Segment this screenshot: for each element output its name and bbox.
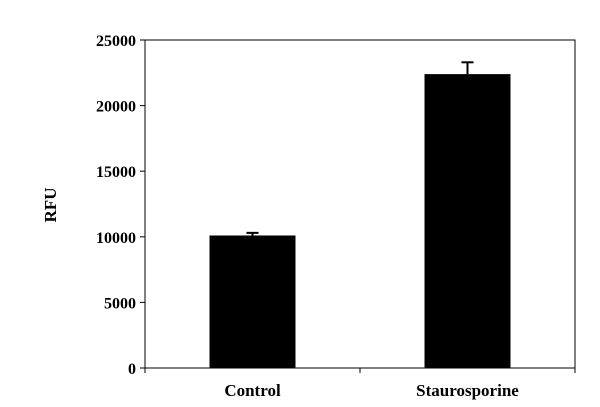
y-tick-label: 20000 <box>96 99 136 116</box>
y-tick-label: 0 <box>128 361 136 378</box>
bar <box>424 74 511 368</box>
y-tick-label: 5000 <box>104 295 136 312</box>
bars-group <box>209 74 511 368</box>
labels-group: RFU Control Staurosporine <box>41 188 519 400</box>
y-axis-title: RFU <box>41 188 60 223</box>
y-tick-label: 10000 <box>96 230 136 247</box>
y-tick-label: 25000 <box>96 33 136 50</box>
y-tick-label: 15000 <box>96 164 136 181</box>
bar <box>209 235 296 368</box>
axes-group: 0 5000 10000 15000 20000 25000 <box>96 33 576 378</box>
x-category-label: Staurosporine <box>416 381 519 400</box>
error-bars-group <box>246 61 474 236</box>
x-category-label: Control <box>224 381 281 400</box>
